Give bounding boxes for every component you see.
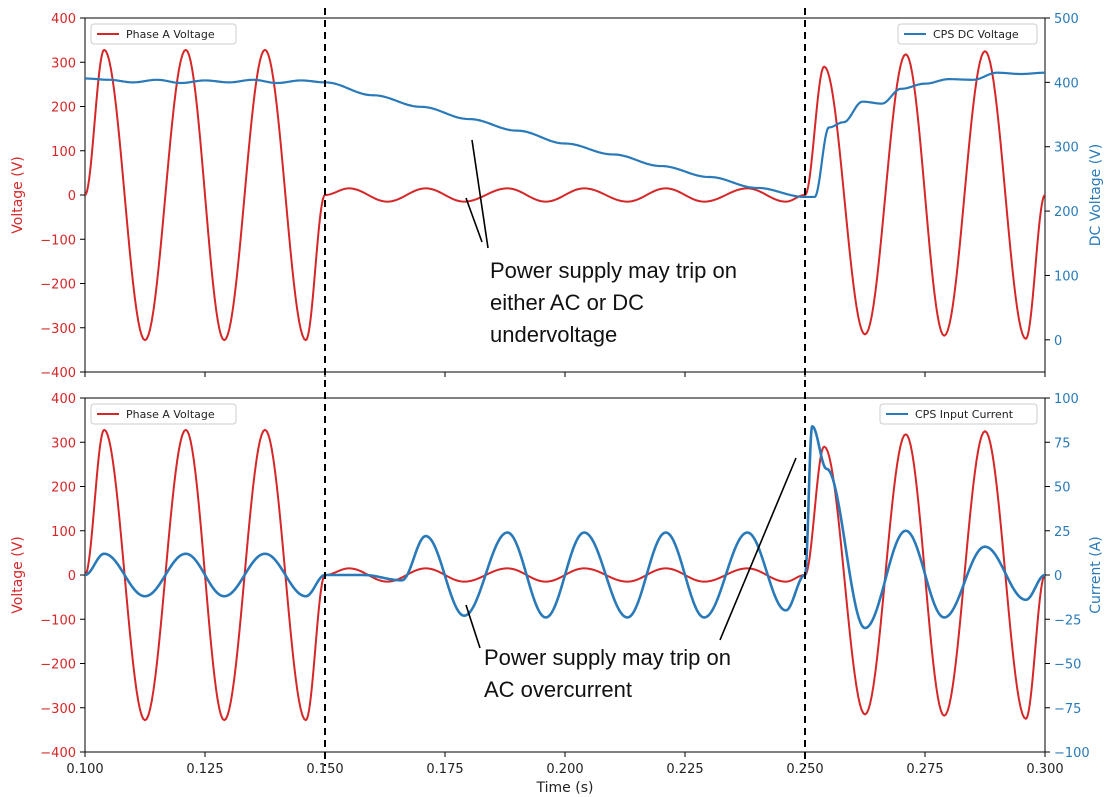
y2-tick-label: −75 — [1054, 702, 1081, 717]
x-axis-label: Time (s) — [536, 780, 594, 796]
y-tick-label: −400 — [40, 366, 76, 381]
x-tick-label: 0.275 — [906, 762, 943, 777]
series-cps-dc-voltage — [85, 71, 1045, 199]
y-tick-label: 400 — [51, 392, 76, 407]
y2-tick-label: 300 — [1054, 141, 1079, 156]
annotation-pointer — [465, 197, 483, 243]
annotation-pointer — [719, 457, 797, 641]
legend-phase-a-voltage: Phase A Voltage — [90, 403, 237, 425]
y2-axis-label: DC Voltage (V) — [1088, 144, 1104, 246]
y-axis-label: Voltage (V) — [10, 536, 26, 613]
annotation-line: Power supply may trip on — [484, 645, 731, 670]
y2-tick-label: −50 — [1054, 658, 1081, 673]
series-phase-a-voltage — [85, 48, 1045, 342]
y-tick-label: 100 — [51, 525, 76, 540]
panel-top: 400 300 200 100 0 −100 −200 −300 −400 500 400 300 20… — [10, 12, 1104, 381]
y-tick-label: 0 — [68, 189, 76, 204]
annotation-line: Power supply may trip on — [490, 258, 737, 283]
annotation-pointer — [465, 604, 481, 649]
y-tick-label: 300 — [51, 56, 76, 71]
y-tick-label: 200 — [51, 481, 76, 496]
y2-tick-label: 100 — [1054, 269, 1079, 284]
legend-phase-a-voltage: Phase A Voltage — [90, 23, 237, 45]
y2-tick-label: 500 — [1054, 12, 1079, 27]
legend-box — [90, 403, 237, 425]
y-tick-label: −200 — [40, 658, 76, 673]
y2-tick-label: 25 — [1054, 525, 1071, 540]
y-tick-label: −100 — [40, 233, 76, 248]
legend-label: Phase A Voltage — [126, 28, 215, 41]
y-tick-label: −200 — [40, 278, 76, 293]
legend-label: CPS DC Voltage — [933, 28, 1019, 41]
y2-tick-label: 400 — [1054, 76, 1079, 91]
y2-tick-label: 0 — [1054, 334, 1062, 349]
y2-tick-label: 0 — [1054, 569, 1062, 584]
y2-axis-label: Current (A) — [1088, 536, 1104, 614]
y-tick-label: 100 — [51, 145, 76, 160]
y2-tick-label: 200 — [1054, 205, 1079, 220]
annotation-line: AC overcurrent — [484, 677, 632, 702]
x-tick-label: 0.100 — [66, 762, 103, 777]
y2-tick-label: 100 — [1054, 392, 1079, 407]
x-tick-label: 0.175 — [426, 762, 463, 777]
legend-box — [879, 403, 1038, 425]
x-tick-label: 0.125 — [186, 762, 223, 777]
x-tick-label: 0.225 — [666, 762, 703, 777]
annotation-bottom: Power supply may trip on AC overcurrent — [465, 457, 797, 702]
y-tick-label: 300 — [51, 436, 76, 451]
legend-cps-input-current: CPS Input Current — [879, 403, 1038, 425]
legend-label: CPS Input Current — [915, 408, 1014, 421]
y-tick-label: 400 — [51, 12, 76, 27]
legend-label: Phase A Voltage — [126, 408, 215, 421]
y2-tick-label: 50 — [1054, 481, 1071, 496]
y-tick-label: −100 — [40, 613, 76, 628]
x-tick-label: 0.200 — [546, 762, 583, 777]
annotation-top: Power supply may trip on either AC or DC u… — [465, 139, 737, 347]
y2-tick-label: 75 — [1054, 436, 1071, 451]
y-axis-label: Voltage (V) — [10, 156, 26, 233]
annotation-pointer — [471, 139, 489, 249]
x-tick-label: 0.150 — [306, 762, 343, 777]
x-tick-label: 0.250 — [786, 762, 823, 777]
y-tick-label: −400 — [40, 746, 76, 761]
legend-box — [90, 23, 237, 45]
panel-bottom: 400 300 200 100 0 −100 −200 −300 −400 100 75 50 25 0 −… — [10, 392, 1104, 796]
y2-tick-label: −100 — [1054, 746, 1090, 761]
y-tick-label: −300 — [40, 702, 76, 717]
legend-box — [897, 23, 1038, 45]
annotation-line: either AC or DC — [490, 290, 644, 315]
legend-cps-dc-voltage: CPS DC Voltage — [897, 23, 1038, 45]
y-tick-label: 0 — [68, 569, 76, 584]
series-cps-input-current — [85, 425, 1045, 630]
y-tick-label: 200 — [51, 101, 76, 116]
annotation-line: undervoltage — [490, 322, 617, 347]
y2-tick-label: −25 — [1054, 613, 1081, 628]
x-tick-label: 0.300 — [1026, 762, 1063, 777]
y-tick-label: −300 — [40, 322, 76, 337]
